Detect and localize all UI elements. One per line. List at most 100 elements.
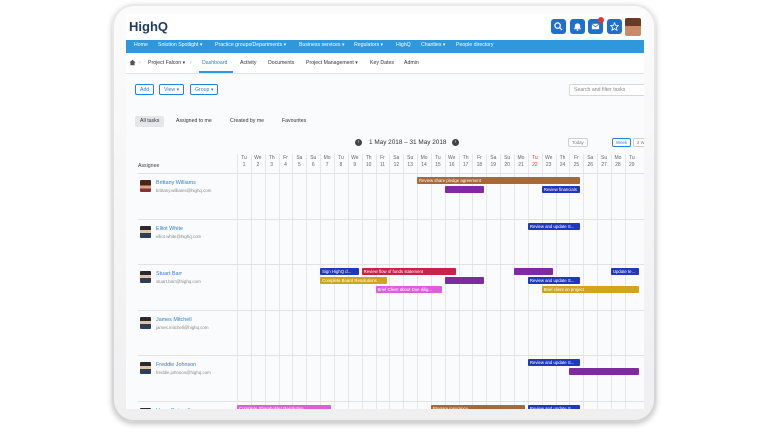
assignee-name[interactable]: Stuart Barr [156, 271, 183, 277]
next-period-button[interactable]: › [452, 139, 459, 146]
filter-favourites[interactable]: Favourites [282, 118, 307, 124]
home-icon[interactable] [129, 59, 136, 66]
task-bar[interactable]: Complete Board Resolutions [320, 277, 387, 284]
tab-activity[interactable]: Activity [240, 60, 257, 66]
day-grid-line [292, 154, 294, 409]
filter-assigned-to-me[interactable]: Assigned to me [176, 118, 212, 124]
calendar-day-header: Sa 26 [587, 155, 594, 168]
nav-practice-groups[interactable]: Practice groups/Departments ▾ [215, 42, 287, 48]
view-dropdown[interactable]: View ▾ [159, 84, 185, 95]
task-bar[interactable]: Brief client on project [541, 286, 639, 293]
calendar-day-header: Th 24 [559, 155, 566, 168]
assignee-column-header: Assignee [138, 163, 160, 169]
week-view-button[interactable]: Week [612, 138, 632, 147]
add-button[interactable]: Add [135, 84, 155, 95]
assignee-avatar [140, 316, 151, 329]
user-avatar[interactable] [625, 18, 641, 36]
calendar-day-header: Fr 4 [283, 155, 288, 168]
favourites-button[interactable] [607, 19, 622, 34]
assignee-email: james.mitchell@highq.com [156, 324, 209, 330]
calendar-day-header: Su 6 [310, 155, 317, 168]
day-grid-line [610, 154, 612, 409]
calendar-day-header: Tu 29 [628, 155, 635, 168]
calendar-day-header: Mo 7 [323, 155, 331, 168]
main-navbar: Home Solution Spotlight ▾ Practice group… [126, 40, 644, 53]
nav-charities[interactable]: Charities ▾ [421, 42, 446, 48]
task-bar[interactable]: Review and update S... [527, 404, 581, 409]
assignee-email: stuart.barr@highq.com [156, 279, 201, 284]
today-button[interactable]: Today [568, 138, 588, 147]
task-bar[interactable]: Review and update S... [527, 277, 581, 284]
task-bar[interactable] [514, 268, 553, 275]
task-bar[interactable]: Review financials [541, 186, 581, 193]
envelope-icon [591, 23, 600, 30]
assignee-name[interactable]: James Mitchell [156, 316, 192, 323]
tab-dashboard[interactable]: Dashboard [202, 60, 228, 66]
day-grid-line [514, 154, 515, 409]
notifications-button[interactable] [570, 19, 585, 34]
nav-business-services[interactable]: Business services ▾ [299, 42, 345, 48]
group-dropdown[interactable]: Group ▾ [190, 84, 219, 95]
tab-documents[interactable]: Documents [268, 60, 295, 66]
bell-icon [573, 23, 582, 31]
nav-people-directory[interactable]: People directory [456, 42, 494, 48]
active-tab-indicator [199, 71, 233, 73]
nav-solution-spotlight[interactable]: Solution Spotlight ▾ [158, 42, 203, 48]
search-button[interactable] [551, 19, 566, 34]
app-screen: HighQ Home Solution Spotlight ▾ Practice… [126, 14, 644, 409]
highq-logo[interactable]: HighQ [129, 19, 168, 34]
assignee-avatar [140, 407, 151, 409]
assignee-row-divider [138, 173, 644, 174]
task-bar[interactable]: Sign HighQ d... [320, 268, 359, 275]
assignee-name[interactable]: Harry Quinnell [156, 408, 190, 410]
calendar-day-header: Su 20 [504, 155, 511, 168]
task-bar[interactable]: Review and update S... [527, 359, 581, 366]
assignee-name[interactable]: Elliot White [156, 225, 183, 232]
calendar-day-header: We 9 [351, 155, 359, 168]
assignee-name[interactable]: Brittany Williams [156, 180, 196, 186]
task-bar[interactable]: Prepare insurance [430, 404, 526, 409]
prev-period-button[interactable]: ‹ [355, 139, 362, 146]
assignee-avatar [140, 225, 151, 238]
nav-highq[interactable]: HighQ [396, 42, 411, 48]
task-bar[interactable]: Brief Client about Due dilig... [375, 286, 442, 293]
day-grid-line [430, 154, 432, 409]
assignee-name[interactable]: Freddie Johnson [156, 362, 197, 368]
task-bar[interactable] [444, 277, 484, 284]
assignee-email: elliot.white@highq.com [156, 233, 202, 239]
task-bar[interactable]: Review and update S... [527, 222, 581, 230]
task-bar[interactable]: Update te... [610, 268, 639, 275]
tab-project-management[interactable]: Project Management ▾ [306, 60, 358, 66]
calendar-day-header: Tu 22 [532, 155, 538, 168]
task-bar[interactable]: Review share pledge agreement [417, 177, 581, 184]
calendar-day-header: We 16 [448, 155, 456, 168]
nav-home[interactable]: Home [134, 42, 148, 48]
filter-all-tasks[interactable]: All tasks [135, 116, 165, 127]
search-icon [554, 22, 563, 31]
task-search-input[interactable]: Search and filter tasks [569, 84, 644, 96]
assignee-email: brittany.williams@highq.com [156, 188, 212, 193]
task-bar[interactable]: Complete Shareholder Resolution [237, 404, 332, 409]
calendar-day-header: Th 3 [268, 155, 275, 168]
project-subnav: › Project Falcon ▾ › Dashboard Activity … [126, 53, 644, 74]
calendar-day-header: Sa 19 [490, 155, 497, 168]
calendar-day-header: Tu 1 [241, 155, 247, 168]
tab-admin[interactable]: Admin [404, 60, 419, 66]
filter-created-by-me[interactable]: Created by me [230, 118, 265, 124]
date-range-label: 1 May 2018 – 31 May 2018 [369, 139, 447, 146]
two-week-view-button[interactable]: 2 W [633, 138, 644, 147]
star-icon [610, 22, 619, 31]
project-selector[interactable]: Project Falcon ▾ [148, 60, 186, 66]
task-bar[interactable] [569, 368, 639, 375]
task-bar[interactable]: Review flow of funds statement [361, 268, 456, 275]
calendar-day-header: Tu 15 [435, 155, 441, 168]
task-bar[interactable] [444, 186, 484, 193]
calendar-day-header: We 23 [544, 155, 553, 168]
assignee-avatar [140, 362, 151, 374]
calendar-day-header: Tu 8 [338, 155, 344, 168]
breadcrumb-separator: › [190, 60, 192, 66]
assignee-row-divider [138, 355, 644, 356]
tab-key-dates[interactable]: Key Dates [370, 60, 394, 66]
nav-regulators[interactable]: Regulators ▾ [354, 42, 384, 48]
day-grid-line [264, 154, 266, 409]
